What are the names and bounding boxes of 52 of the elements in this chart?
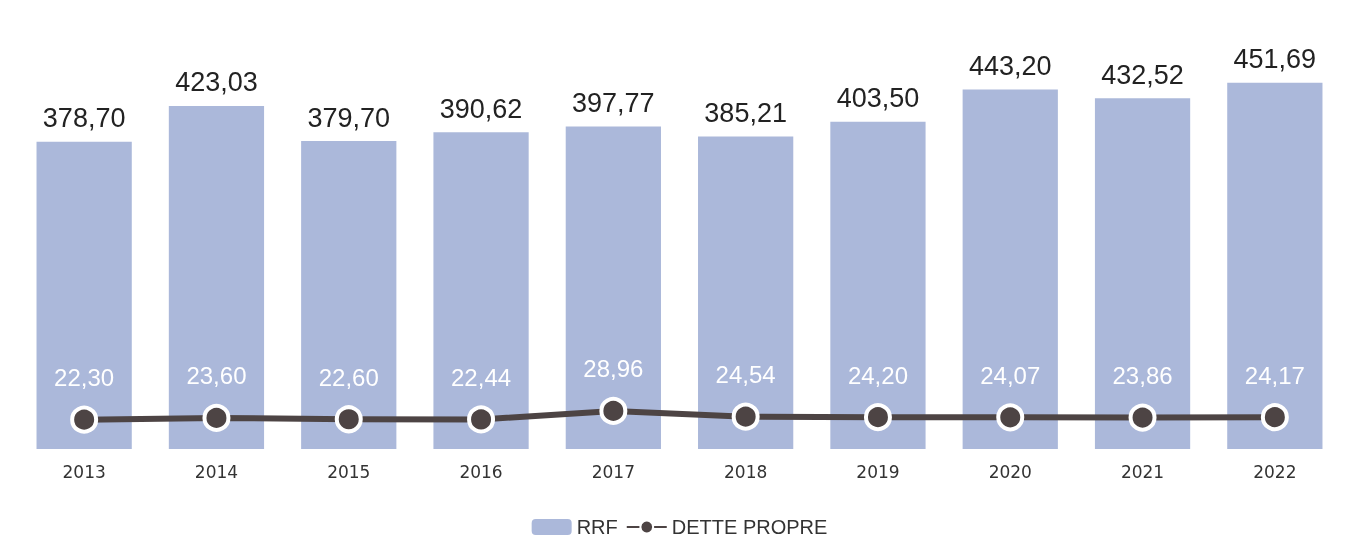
data-label: 378,70 (42, 103, 126, 134)
data-label: 24,07 (980, 361, 1041, 389)
data-label: 432,52 (1101, 59, 1184, 90)
data-label: 23,60 (186, 362, 247, 390)
bar (168, 105, 265, 449)
point (467, 405, 496, 434)
data-label: 24,54 (715, 361, 776, 389)
bar (830, 121, 926, 449)
bar (433, 132, 529, 449)
data-label: 423,03 (175, 67, 258, 98)
point (996, 403, 1025, 432)
legend-label: RRF (576, 516, 618, 538)
x-tick-label: 2022 (1253, 461, 1297, 482)
data-label: 22,60 (318, 363, 379, 391)
data-label: 22,30 (54, 364, 115, 392)
data-label: 28,96 (583, 355, 644, 383)
x-tick-label: 2017 (591, 461, 635, 482)
x-tick-label: 2013 (62, 461, 106, 482)
bar (962, 89, 1058, 449)
data-label: 403,50 (836, 83, 920, 114)
data-label: 443,20 (968, 51, 1052, 82)
data-label: 24,20 (847, 361, 908, 389)
legend-label: DETTE PROPRE (671, 516, 828, 538)
point (70, 405, 99, 434)
x-tick-label: 2016 (459, 461, 503, 482)
data-label: 22,44 (451, 363, 512, 391)
point (202, 403, 231, 432)
bar (301, 141, 397, 449)
x-tick-label: 2019 (856, 461, 900, 482)
bar (698, 136, 794, 449)
x-tick-label: 2015 (327, 461, 371, 482)
point (599, 396, 628, 425)
bar (565, 126, 661, 449)
data-label: 24,17 (1244, 361, 1305, 389)
bar (1094, 98, 1191, 449)
x-tick-label: 2018 (724, 461, 768, 482)
data-label: 451,69 (1233, 44, 1317, 75)
data-label: 23,86 (1112, 362, 1173, 390)
x-tick-label: 2021 (1120, 461, 1165, 482)
point (863, 403, 892, 432)
x-tick-label: 2020 (988, 461, 1032, 482)
data-label: 379,70 (307, 102, 391, 133)
x-tick-label: 2014 (194, 461, 239, 482)
data-label: 390,62 (439, 93, 523, 124)
point (1260, 403, 1289, 432)
point (334, 405, 363, 434)
point (731, 402, 760, 431)
bar (1227, 82, 1323, 449)
bar (36, 141, 132, 449)
point (1128, 403, 1157, 432)
data-label: 385,21 (704, 98, 787, 129)
data-label: 397,77 (572, 87, 655, 118)
